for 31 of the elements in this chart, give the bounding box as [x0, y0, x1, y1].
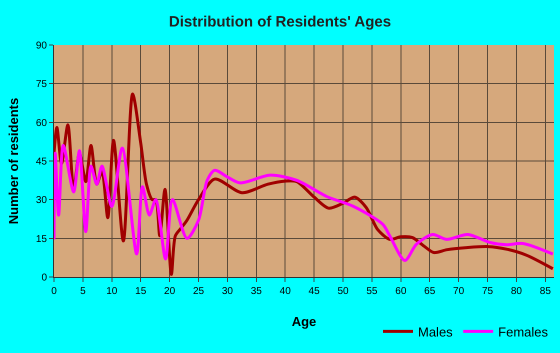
y-tick-label: 0 — [41, 272, 48, 284]
x-tick-label: 20 — [164, 286, 176, 297]
x-tick-label: 35 — [250, 286, 262, 297]
x-tick-label: 85 — [540, 286, 552, 297]
y-tick-label: 30 — [36, 195, 48, 206]
x-tick-label: 40 — [280, 286, 292, 297]
x-axis-title: Age — [292, 314, 316, 329]
x-tick-label: 45 — [308, 286, 320, 297]
x-tick-label: 30 — [222, 286, 234, 297]
x-tick-label: 60 — [395, 286, 407, 297]
x-tick-label: 15 — [135, 286, 147, 297]
x-tick-label: 25 — [192, 286, 205, 297]
legend-label: Males — [418, 324, 454, 340]
x-tick-label: 55 — [366, 286, 378, 297]
x-tick-label: 10 — [106, 286, 118, 297]
x-tick-label: 65 — [424, 286, 436, 297]
y-tick-label: 15 — [36, 234, 48, 245]
y-tick-label: 90 — [36, 40, 48, 52]
y-axis-title: Number of residents — [6, 98, 21, 224]
x-tick-label: 0 — [51, 286, 58, 297]
line-series — [54, 144, 554, 262]
x-tick-label: 50 — [337, 286, 350, 297]
x-tick-label: 70 — [453, 286, 465, 297]
x-tick-label: 80 — [510, 286, 522, 297]
y-tick-label: 45 — [36, 156, 48, 168]
chart-title: Distribution of Residents' Ages — [168, 13, 392, 30]
y-tick-label: 75 — [36, 79, 48, 90]
legend-label: Females — [498, 324, 549, 340]
x-tick-label: 75 — [482, 286, 494, 297]
x-tick-label: 5 — [80, 286, 86, 297]
y-tick-label: 60 — [36, 118, 48, 129]
